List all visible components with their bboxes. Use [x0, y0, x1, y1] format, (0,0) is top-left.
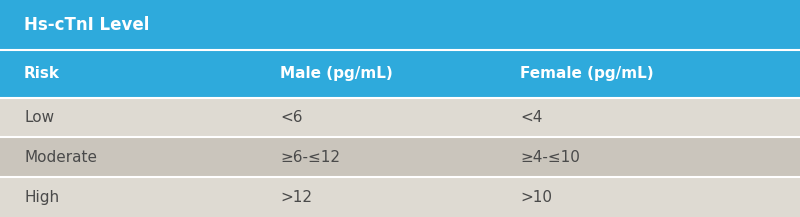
- Text: Risk: Risk: [24, 66, 60, 81]
- Text: High: High: [24, 190, 59, 205]
- Text: ≥4-≤10: ≥4-≤10: [520, 150, 580, 165]
- Bar: [0, 177, 800, 217]
- Bar: [0, 0, 800, 50]
- Text: Hs-cTnI Level: Hs-cTnI Level: [24, 16, 150, 34]
- Text: >12: >12: [280, 190, 312, 205]
- Text: Male (pg/mL): Male (pg/mL): [280, 66, 393, 81]
- Text: Female (pg/mL): Female (pg/mL): [520, 66, 654, 81]
- Text: ≥6-≤12: ≥6-≤12: [280, 150, 340, 165]
- Text: >10: >10: [520, 190, 552, 205]
- Text: <6: <6: [280, 110, 302, 125]
- Text: Moderate: Moderate: [24, 150, 97, 165]
- Bar: [0, 137, 800, 177]
- Text: <4: <4: [520, 110, 542, 125]
- Bar: [0, 50, 800, 98]
- Bar: [0, 98, 800, 137]
- Text: Low: Low: [24, 110, 54, 125]
